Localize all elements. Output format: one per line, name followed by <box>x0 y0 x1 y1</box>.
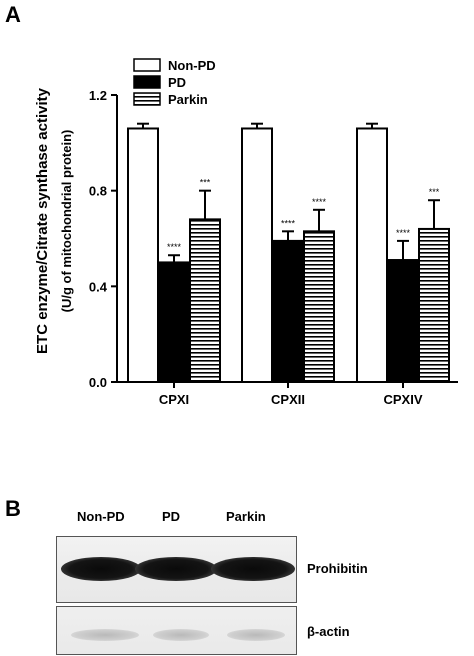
band-pd <box>153 629 209 641</box>
y-tick-label: 1.2 <box>89 88 107 103</box>
x-tick-label: CPXIV <box>383 392 422 407</box>
legend-label: PD <box>168 75 186 90</box>
band-non-pd <box>71 629 139 641</box>
y-axis-label-line1: ETC enzyme/Citrate synthase activity <box>34 87 51 354</box>
bar <box>272 239 304 383</box>
blot-label-beta-actin: β-actin <box>307 624 350 639</box>
significance-marker: **** <box>312 197 327 207</box>
y-tick-label: 0.4 <box>89 279 108 294</box>
x-tick-label: CPXII <box>271 392 305 407</box>
x-tick-label: CPXI <box>159 392 189 407</box>
western-blot-beta-actin <box>56 606 297 655</box>
bar <box>189 218 221 383</box>
western-blot-prohibitin <box>56 536 297 603</box>
bar <box>241 127 273 383</box>
axes: 0.0 0.4 0.8 1.2 CPXI CPXII CPXIV <box>89 88 458 407</box>
panel-a-label: A <box>5 2 21 27</box>
blot-label-prohibitin: Prohibitin <box>307 561 368 576</box>
y-tick-label: 0.0 <box>89 375 107 390</box>
bar-chart: ETC enzyme/Citrate synthase activity (U/… <box>34 58 458 407</box>
legend-swatch <box>133 58 161 72</box>
legend-swatch <box>133 75 161 89</box>
significance-marker: *** <box>429 187 440 197</box>
band-non-pd <box>61 557 141 581</box>
band-parkin <box>227 629 285 641</box>
bar <box>303 230 335 383</box>
lane-label-non-pd: Non-PD <box>77 509 125 524</box>
significance-marker: **** <box>396 228 411 238</box>
panel-b-label: B <box>5 496 21 521</box>
bar <box>158 261 190 383</box>
lane-label-parkin: Parkin <box>226 509 266 524</box>
y-tick-label: 0.8 <box>89 184 107 199</box>
lane-label-pd: PD <box>162 509 181 524</box>
y-axis-label-line2: (U/g of mitochondrial protein) <box>59 130 74 313</box>
bar <box>387 259 419 383</box>
bar <box>127 127 159 383</box>
bar <box>418 227 450 383</box>
legend-swatch <box>133 92 161 106</box>
legend: Non-PD PD Parkin <box>133 58 216 107</box>
lane-labels: Non-PD PD Parkin <box>56 509 296 529</box>
bar <box>356 127 388 383</box>
bars: ********************** <box>127 122 450 383</box>
significance-marker: *** <box>200 178 211 188</box>
legend-label: Non-PD <box>168 58 216 73</box>
significance-marker: **** <box>167 242 182 252</box>
significance-marker: **** <box>281 218 296 228</box>
band-parkin <box>211 557 295 581</box>
legend-label: Parkin <box>168 92 208 107</box>
band-pd <box>135 557 217 581</box>
